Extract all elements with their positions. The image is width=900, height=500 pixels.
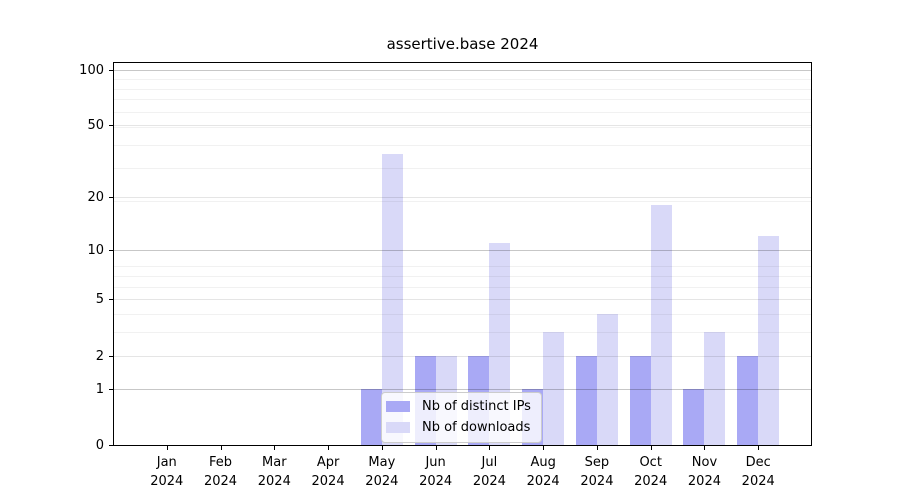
bar-downloads-nov xyxy=(704,332,726,445)
y-axis-tick-label: 10 xyxy=(87,242,104,258)
x-axis-tick xyxy=(435,446,437,450)
bar-downloads-sep xyxy=(596,314,618,445)
y-axis-tick xyxy=(109,197,113,199)
x-axis-tick xyxy=(704,446,706,450)
gridline-minor xyxy=(113,275,812,277)
x-axis-tick xyxy=(328,446,330,450)
gridline-minor xyxy=(113,111,812,113)
y-axis-tick-label: 50 xyxy=(87,118,104,134)
gridline-minor xyxy=(113,78,812,80)
plot-frame xyxy=(113,62,812,446)
x-axis-tick-label: Feb 2024 xyxy=(203,455,238,489)
gridline-major xyxy=(113,197,812,199)
gridline-minor xyxy=(113,201,812,203)
x-axis-tick-label: Jun 2024 xyxy=(419,455,453,489)
x-axis-tick-label: Aug 2024 xyxy=(526,455,560,489)
x-axis-tick xyxy=(543,446,545,450)
x-axis-tick xyxy=(489,446,491,450)
y-axis-tick-label: 2 xyxy=(95,348,104,364)
x-axis-tick xyxy=(166,446,168,450)
x-axis-tick-label: Apr 2024 xyxy=(311,455,345,489)
y-axis-tick xyxy=(109,299,113,301)
y-axis-tick-label: 100 xyxy=(79,62,104,78)
y-axis-tick xyxy=(109,69,113,71)
legend-label-downloads: Nb of downloads xyxy=(422,420,531,435)
y-axis-tick xyxy=(109,249,113,251)
y-axis-tick xyxy=(109,355,113,357)
gridline-minor xyxy=(113,126,812,128)
x-axis-tick-label: May 2024 xyxy=(365,455,399,489)
y-axis-tick xyxy=(109,125,113,127)
gridline-major xyxy=(113,299,812,301)
legend-item-distinct-ips: Nb of distinct IPs xyxy=(386,397,531,416)
legend-label-distinct-ips: Nb of distinct IPs xyxy=(422,399,531,414)
y-axis-tick-label: 0 xyxy=(95,438,104,453)
bar-distinct-ips-nov xyxy=(683,388,705,445)
gridline-major xyxy=(113,355,812,357)
bar-distinct-ips-dec xyxy=(737,355,759,445)
x-axis-tick-label: Dec 2024 xyxy=(741,455,775,489)
gridline-major xyxy=(113,388,812,390)
y-axis-tick-label: 1 xyxy=(95,381,104,397)
y-axis-tick-label: 20 xyxy=(87,190,104,206)
x-axis-tick xyxy=(758,446,760,450)
bar-distinct-ips-sep xyxy=(575,355,597,445)
bar-downloads-dec xyxy=(758,236,780,445)
gridline-minor xyxy=(113,168,812,170)
legend-item-downloads: Nb of downloads xyxy=(386,418,531,437)
x-axis-tick xyxy=(220,446,222,450)
x-axis-tick-label: Sep 2024 xyxy=(580,455,614,489)
gridline-minor xyxy=(113,266,812,268)
y-axis-tick xyxy=(109,388,113,390)
x-axis-tick-label: Nov 2024 xyxy=(687,455,721,489)
gridline-minor xyxy=(113,88,812,90)
gridline-minor xyxy=(113,314,812,316)
x-axis-tick xyxy=(596,446,598,450)
gridline-minor xyxy=(113,144,812,146)
x-axis-tick xyxy=(274,446,276,450)
x-axis-tick xyxy=(381,446,383,450)
chart-title: assertive.base 2024 xyxy=(386,35,539,53)
legend-swatch-downloads-icon xyxy=(386,422,410,433)
x-axis-tick-label: Jul 2024 xyxy=(472,455,506,489)
x-axis-tick-label: Mar 2024 xyxy=(257,455,291,489)
bar-downloads-may xyxy=(381,153,403,445)
x-axis-tick xyxy=(650,446,652,450)
gridline-major xyxy=(113,125,812,127)
bar-distinct-ips-may xyxy=(360,388,382,445)
bar-distinct-ips-oct xyxy=(629,355,651,445)
gridline-minor xyxy=(113,286,812,288)
bar-downloads-oct xyxy=(650,205,672,445)
bar-downloads-aug xyxy=(543,332,565,445)
gridline-major xyxy=(113,69,812,71)
gridline-minor xyxy=(113,99,812,101)
legend-swatch-distinct-ips-icon xyxy=(386,401,410,412)
gridline-minor xyxy=(113,332,812,334)
x-axis-tick-label: Oct 2024 xyxy=(634,455,668,489)
legend: Nb of distinct IPs Nb of downloads xyxy=(381,392,542,443)
gridline-major xyxy=(113,249,812,251)
y-axis-tick-label: 5 xyxy=(95,292,104,308)
y-axis-tick xyxy=(109,445,113,446)
x-axis-tick-label: Jan 2024 xyxy=(150,455,184,489)
